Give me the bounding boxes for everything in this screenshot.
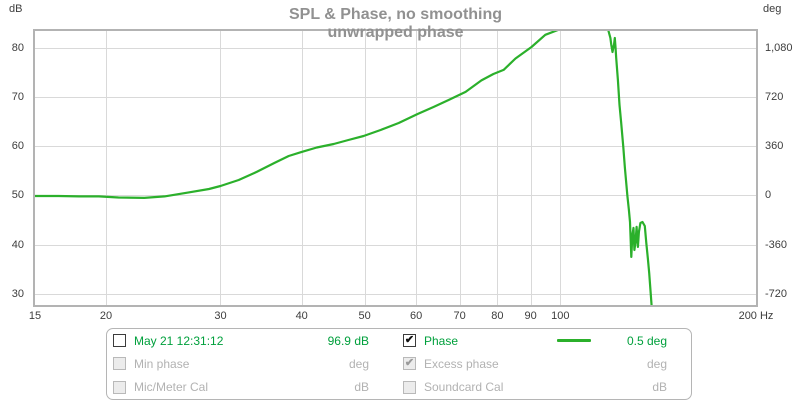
legend-item-measurement: May 21 12:31:12 96.9 dB (107, 329, 403, 352)
left-axis-unit-label: dB (9, 3, 23, 15)
x-tick-90: 90 (524, 310, 537, 322)
right-tick--360: -360 (765, 238, 788, 251)
x-tick-80: 80 (491, 310, 504, 322)
left-tick-30: 30 (11, 287, 24, 300)
x-tick-20: 20 (99, 310, 113, 322)
phase-trace-swatch (557, 339, 591, 343)
soundcard-cal-label: Soundcard Cal (424, 380, 504, 395)
x-axis-tick-labels: 15 20 30 40 50 60 70 80 90 100 200 Hz (29, 310, 774, 324)
left-tick-40: 40 (11, 238, 24, 251)
phase-value: 0.5 deg (626, 333, 667, 348)
x-tick-50: 50 (358, 310, 371, 322)
right-tick-1,080: 1,080 (765, 41, 793, 54)
right-tick-0: 0 (765, 189, 772, 202)
chart-title-line1: SPL & Phase, no smoothing (288, 6, 503, 23)
right-axis-unit-label: deg (763, 3, 782, 15)
legend-item-mic-meter-cal: Mic/Meter Cal dB (107, 376, 403, 399)
legend-item-phase: ✔ Phase 0.5 deg (403, 329, 691, 352)
x-tick-70: 70 (453, 310, 466, 322)
mic-meter-cal-label: Mic/Meter Cal (134, 380, 209, 395)
x-tick-15: 15 (28, 310, 42, 322)
soundcard-cal-checkbox (403, 380, 416, 394)
x-tick-40: 40 (295, 310, 308, 322)
right-tick-360: 360 (765, 140, 784, 153)
legend-item-soundcard-cal: Soundcard Cal dB (403, 376, 691, 399)
min-phase-label: Min phase (134, 356, 190, 371)
plot-area[interactable] (33, 29, 758, 307)
measurement-checkbox[interactable] (113, 334, 126, 348)
x-tick-200: 200 Hz (738, 310, 774, 322)
measurement-label: May 21 12:31:12 (134, 333, 224, 348)
legend-item-min-phase: Min phase deg (107, 352, 403, 375)
phase-trace (35, 31, 653, 305)
min-phase-checkbox (113, 357, 126, 371)
mic-meter-cal-value: dB (354, 380, 369, 395)
left-tick-50: 50 (11, 189, 24, 202)
excess-phase-label: Excess phase (424, 356, 499, 371)
legend-item-excess-phase: ✔ Excess phase deg (403, 352, 691, 375)
right-axis-tick-labels: 1,080 720 360 0 -360 -720 (763, 31, 800, 305)
min-phase-value: deg (348, 356, 369, 371)
right-tick--720: -720 (765, 288, 788, 301)
x-tick-100: 100 (551, 310, 570, 322)
legend-panel: May 21 12:31:12 96.9 dB ✔ Phase 0.5 deg … (106, 328, 692, 400)
left-axis-tick-labels: 80 70 60 50 40 30 (0, 31, 28, 305)
left-tick-80: 80 (11, 41, 24, 54)
mic-meter-cal-checkbox (113, 380, 126, 394)
right-tick-720: 720 (765, 90, 784, 103)
phase-label: Phase (424, 333, 459, 348)
x-tick-30: 30 (214, 310, 227, 322)
measurement-value: 96.9 dB (327, 333, 369, 348)
soundcard-cal-value: dB (652, 380, 667, 395)
x-tick-60: 60 (410, 310, 423, 322)
phase-curve-plot[interactable] (35, 31, 756, 305)
left-tick-70: 70 (11, 90, 24, 103)
left-tick-60: 60 (11, 140, 24, 153)
phase-checkbox[interactable]: ✔ (403, 334, 416, 348)
excess-phase-checkbox: ✔ (403, 357, 416, 371)
excess-phase-value: deg (646, 356, 667, 371)
